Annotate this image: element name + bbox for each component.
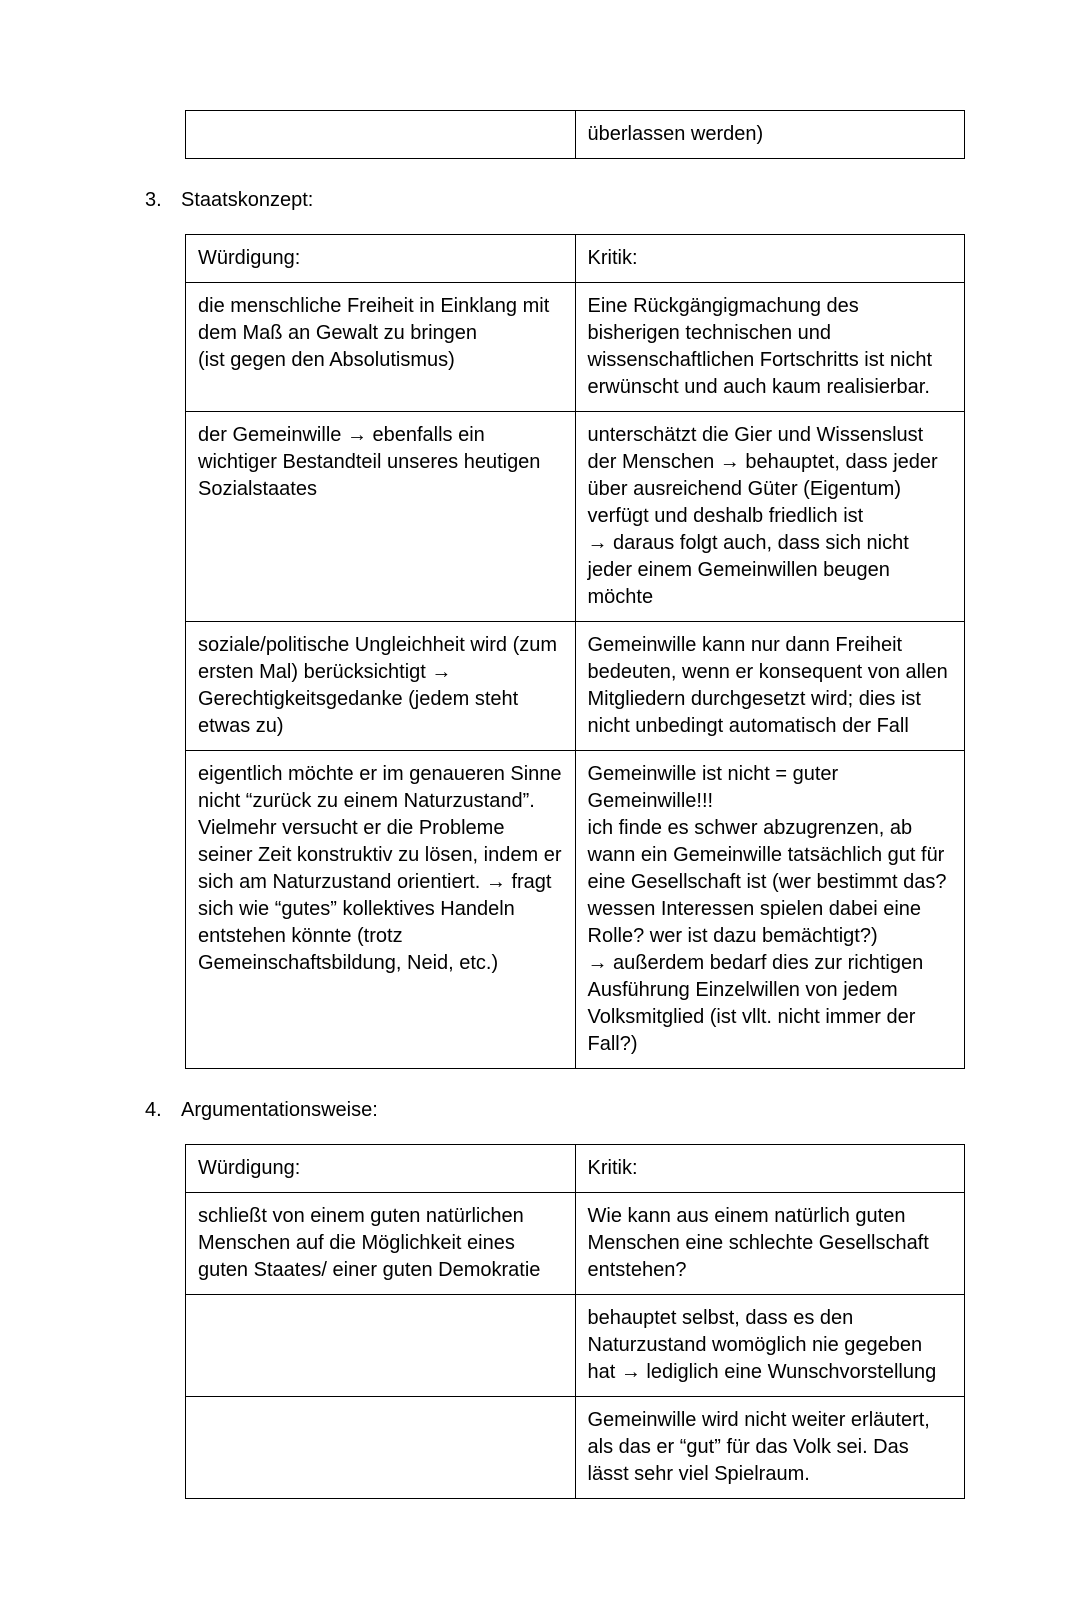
table-header-right: Kritik: xyxy=(575,235,965,283)
table-cell-left xyxy=(186,1397,576,1499)
table-cell-left xyxy=(186,1295,576,1397)
table-row: behauptet selbst, dass es den Naturzusta… xyxy=(186,1295,965,1397)
table-row: soziale/politische Ungleichheit wird (zu… xyxy=(186,622,965,751)
table-cell-left: soziale/politische Ungleichheit wird (zu… xyxy=(186,622,576,751)
table-header-left: Würdigung: xyxy=(186,235,576,283)
table-cell-left xyxy=(186,111,576,159)
table-cell-left: die menschliche Freiheit in Einklang mit… xyxy=(186,283,576,412)
table-row: die menschliche Freiheit in Einklang mit… xyxy=(186,283,965,412)
table-row: eigentlich möchte er im genaueren Sinne … xyxy=(186,751,965,1069)
table-row: der Gemeinwille → ebenfalls ein wichtige… xyxy=(186,412,965,622)
table-cell-right: Wie kann aus einem natürlich guten Mensc… xyxy=(575,1193,965,1295)
table-cell-right: behauptet selbst, dass es den Naturzusta… xyxy=(575,1295,965,1397)
table-cell-right: Eine Rückgängigmachung des bisherigen te… xyxy=(575,283,965,412)
list-marker: 4. xyxy=(145,1097,181,1124)
section-4-heading: 4. Argumentationsweise: xyxy=(130,1097,950,1124)
section-3-heading: 3. Staatskonzept: xyxy=(130,187,950,214)
table-header-row: Würdigung: Kritik: xyxy=(186,1145,965,1193)
table-cell-right: Gemeinwille ist nicht = guter Gemeinwill… xyxy=(575,751,965,1069)
table-header-right: Kritik: xyxy=(575,1145,965,1193)
table-cell-right: Gemeinwille wird nicht weiter erläutert,… xyxy=(575,1397,965,1499)
table-row: schließt von einem guten natürlichen Men… xyxy=(186,1193,965,1295)
list-marker: 3. xyxy=(145,187,181,214)
section-title: Argumentationsweise: xyxy=(181,1097,378,1124)
section-title: Staatskonzept: xyxy=(181,187,313,214)
section-4-table: Würdigung: Kritik: schließt von einem gu… xyxy=(185,1144,965,1499)
table-cell-right: überlassen werden) xyxy=(575,111,965,159)
table-cell-right: unterschätzt die Gier und Wissenslust de… xyxy=(575,412,965,622)
table-row: überlassen werden) xyxy=(186,111,965,159)
table-cell-right: Gemeinwille kann nur dann Freiheit bedeu… xyxy=(575,622,965,751)
prev-page-table-remainder: überlassen werden) xyxy=(185,110,965,159)
table-cell-left: schließt von einem guten natürlichen Men… xyxy=(186,1193,576,1295)
table-cell-left: der Gemeinwille → ebenfalls ein wichtige… xyxy=(186,412,576,622)
section-3-table: Würdigung: Kritik: die menschliche Freih… xyxy=(185,234,965,1069)
table-header-row: Würdigung: Kritik: xyxy=(186,235,965,283)
table-row: Gemeinwille wird nicht weiter erläutert,… xyxy=(186,1397,965,1499)
table-cell-left: eigentlich möchte er im genaueren Sinne … xyxy=(186,751,576,1069)
table-header-left: Würdigung: xyxy=(186,1145,576,1193)
document-page: überlassen werden) 3. Staatskonzept: Wür… xyxy=(0,0,1080,1599)
